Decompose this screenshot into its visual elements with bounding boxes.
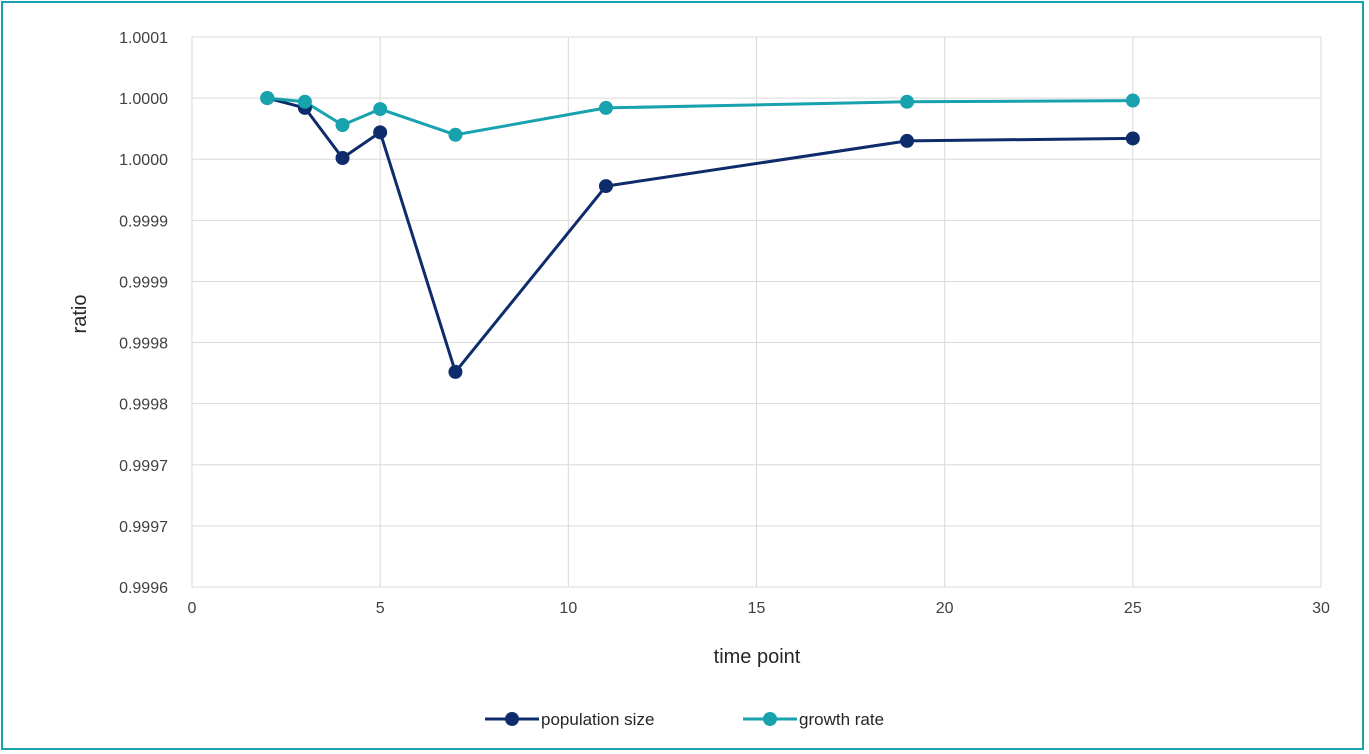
y-tick-label: 1.0001	[119, 30, 168, 47]
x-tick-label: 25	[1124, 600, 1142, 617]
series-2-point	[260, 91, 275, 106]
series-2-point	[297, 94, 312, 109]
x-tick-label: 0	[188, 600, 197, 617]
series-lines	[266, 96, 1133, 374]
series-line-1	[266, 96, 1133, 374]
series-1-point	[373, 125, 388, 140]
x-tick-label: 30	[1312, 600, 1330, 617]
series-2-point	[335, 118, 350, 132]
y-tick-labels: 0.9996 0.9997 0.9997 0.9998 0.9998 0.9999 0.99…	[119, 30, 168, 597]
y-tick-label: 0.9999	[119, 213, 168, 230]
series-1-point	[448, 364, 463, 379]
series-2-point	[448, 127, 463, 142]
series-2-point	[1125, 93, 1140, 108]
series-2-point	[373, 102, 388, 117]
legend-label-1: population size	[541, 710, 654, 729]
y-tick-label: 1.0000	[119, 91, 168, 108]
x-tick-labels: 0 5 10 15 20 25 30	[188, 600, 1330, 617]
y-tick-label: 0.9997	[119, 519, 168, 536]
series-1-point	[900, 133, 915, 148]
y-tick-label: 0.9996	[119, 580, 168, 597]
x-tick-label: 10	[559, 600, 577, 617]
y-tick-label: 0.9997	[119, 458, 168, 475]
y-tick-label: 0.9998	[119, 397, 168, 414]
x-tick-label: 15	[748, 600, 766, 617]
grid-lines	[191, 36, 1322, 588]
series-1-point	[1125, 131, 1140, 146]
x-axis-title: time point	[714, 646, 801, 668]
series-1-point	[598, 179, 613, 194]
series-line-2	[267, 96, 1133, 137]
y-tick-label: 0.9998	[119, 336, 168, 353]
x-tick-label: 20	[936, 600, 954, 617]
series-2-point	[900, 94, 915, 109]
x-tick-label: 5	[376, 600, 385, 617]
y-tick-label: 1.0000	[119, 152, 168, 169]
legend-marker-2	[763, 712, 777, 726]
y-axis-title: ratio	[69, 295, 91, 334]
series-2-point	[598, 100, 613, 115]
series-points	[260, 91, 1140, 379]
series-1-point	[335, 151, 350, 165]
legend-marker-1	[505, 712, 519, 726]
legend-label-2: growth rate	[799, 710, 884, 729]
y-tick-label: 0.9999	[119, 274, 168, 291]
legend: population size growth rate	[485, 710, 884, 729]
